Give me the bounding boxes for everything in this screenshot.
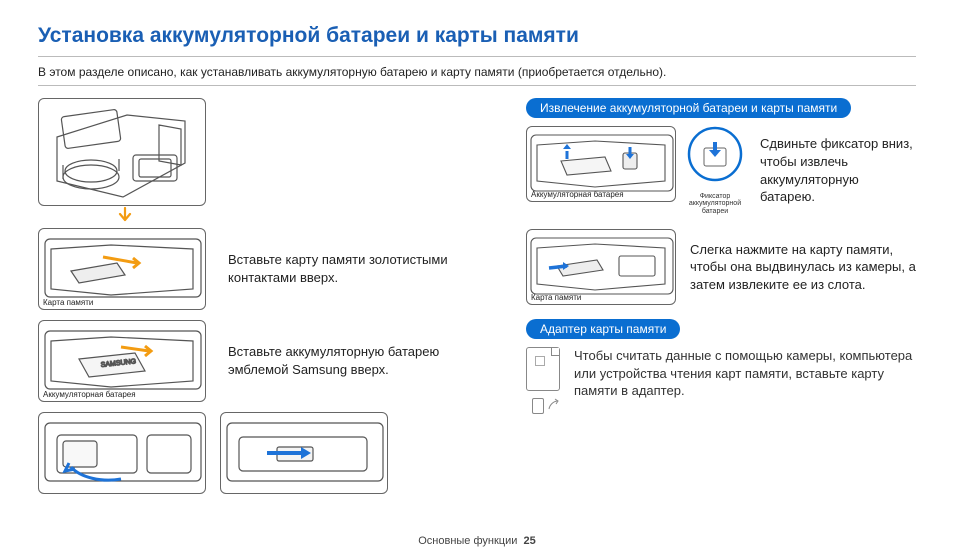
pill-adapter: Адаптер карты памяти [526,319,680,339]
diagram-remove-battery: Аккумуляторная батарея [526,126,676,202]
magnifier-icon [684,126,746,188]
step1-text: Вставьте карту памяти золотистыми контак… [228,251,498,286]
diagram-insert-battery: SAMSUNG Аккумуляторная батарея [38,320,206,402]
caption-battery: Аккумуляторная батарея [43,390,136,399]
page-footer: Основные функции 25 [0,535,954,547]
remove-card-text: Слегка нажмите на карту памяти, чтобы он… [690,241,916,294]
caption-battery-small: Аккумуляторная батарея [531,190,624,199]
diagram-close-door-1 [38,412,206,494]
diagram-insert-memory: Карта памяти [38,228,206,310]
diagram-close-door-2 [220,412,388,494]
caption-memory-card: Карта памяти [43,298,93,307]
diagram-remove-card: Карта памяти [526,229,676,305]
remove-battery-text: Сдвиньте фиксатор вниз, чтобы извлечь ак… [760,135,916,205]
pill-removal: Извлечение аккумуляторной батареи и карт… [526,98,851,118]
magnifier-label: Фиксатор аккумуляторной батареи [684,193,746,215]
arrow-down-icon [38,206,498,228]
adapter-text: Чтобы считать данные с помощью камеры, к… [574,347,916,400]
sd-adapter-icon [526,347,560,414]
page-title: Установка аккумуляторной батареи и карты… [38,24,916,48]
caption-memory-small: Карта памяти [531,293,581,302]
diagram-camera [38,98,206,206]
intro-text: В этом разделе описано, как устанавливат… [38,65,916,79]
footer-page-number: 25 [524,535,536,547]
horizontal-rule [38,56,916,57]
step2-text: Вставьте аккумуляторную батарею эмблемой… [228,343,498,378]
horizontal-rule-2 [38,85,916,86]
footer-section: Основные функции [418,535,517,547]
